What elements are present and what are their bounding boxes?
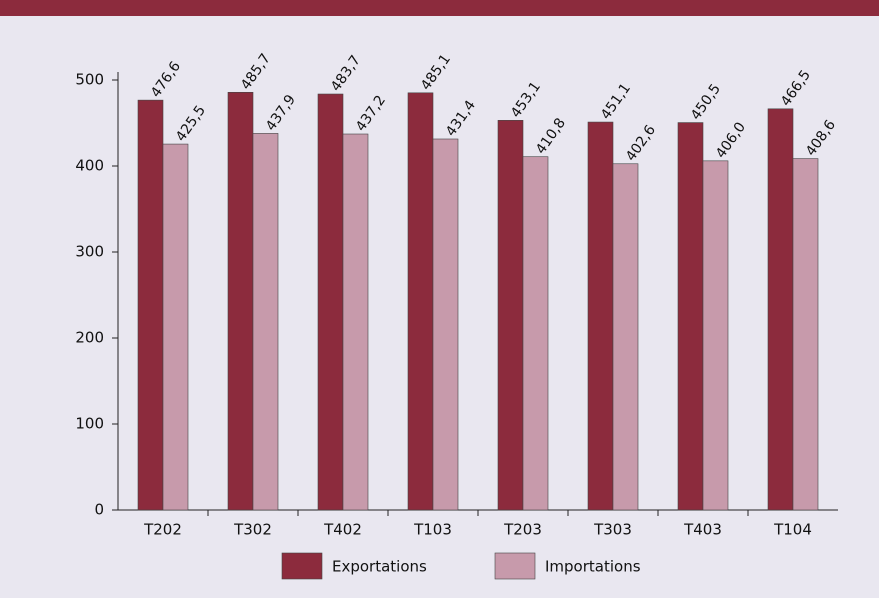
bar [587, 121, 614, 511]
value-label: 451,1 [598, 81, 634, 123]
bar [612, 163, 639, 511]
x-tick-label: T303 [593, 521, 632, 539]
bar [252, 133, 279, 511]
value-label: 485,1 [418, 51, 454, 93]
bar [342, 133, 369, 511]
y-tick-label: 0 [94, 501, 104, 519]
value-label: 437,9 [263, 92, 299, 134]
value-label: 410,8 [533, 115, 569, 157]
legend-swatch [281, 552, 323, 580]
bar [407, 92, 434, 511]
value-label: 431,4 [443, 98, 479, 140]
legend-label: Exportations [332, 558, 427, 576]
value-label: 408,6 [803, 117, 839, 159]
bar [522, 156, 549, 511]
bar [317, 93, 344, 511]
bar [677, 122, 704, 511]
value-label: 485,7 [238, 51, 274, 93]
bar [767, 108, 794, 511]
legend-swatch [494, 552, 536, 580]
y-tick-label: 400 [75, 157, 104, 175]
x-tick-label: T302 [233, 521, 272, 539]
y-tick-label: 100 [75, 415, 104, 433]
y-tick-label: 200 [75, 329, 104, 347]
bar [497, 120, 524, 511]
x-tick-label: T402 [323, 521, 362, 539]
y-tick-label: 300 [75, 243, 104, 261]
value-label: 466,5 [778, 67, 814, 109]
header-band [0, 0, 879, 16]
bar [137, 99, 164, 511]
value-label: 453,1 [508, 79, 544, 121]
value-label: 437,2 [353, 93, 389, 135]
value-label: 402,6 [623, 122, 659, 164]
x-tick-label: T202 [143, 521, 182, 539]
value-label: 425,5 [173, 103, 209, 145]
bar [792, 158, 819, 511]
bar [432, 138, 459, 511]
x-tick-label: T203 [503, 521, 542, 539]
value-label: 476,6 [148, 59, 184, 101]
bar [162, 143, 189, 511]
value-label: 406,0 [713, 119, 749, 161]
value-label: 483,7 [328, 53, 364, 95]
x-tick-label: T103 [413, 521, 452, 539]
bar [227, 91, 254, 511]
legend-label: Importations [545, 558, 641, 576]
bar [702, 160, 729, 511]
x-tick-label: T104 [773, 521, 812, 539]
y-tick-label: 500 [75, 71, 104, 89]
x-tick-label: T403 [683, 521, 722, 539]
value-label: 450,5 [688, 81, 724, 123]
